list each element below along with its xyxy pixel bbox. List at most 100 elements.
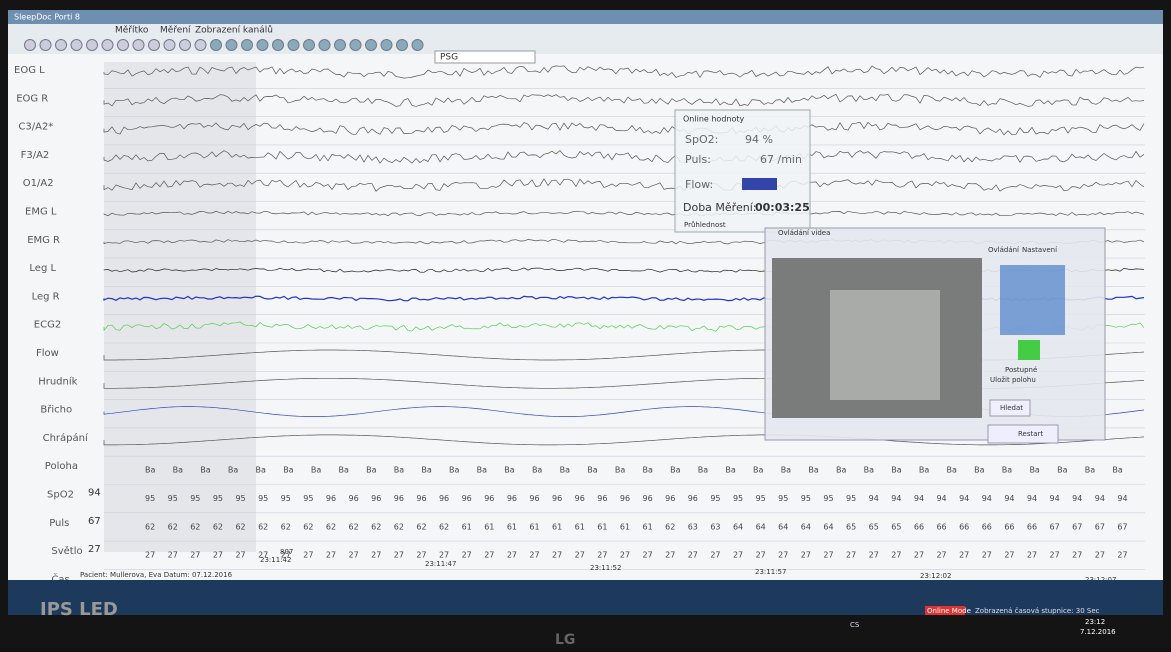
row-value: 63: [710, 522, 720, 531]
row-value: 62: [416, 522, 426, 531]
ptz-arrows[interactable]: [1000, 265, 1065, 335]
channel-label: Poloha: [45, 461, 78, 472]
channel-label: O1/A2: [23, 178, 54, 189]
value: 67 /min: [760, 153, 802, 166]
tool-button[interactable]: [242, 40, 253, 51]
panel-title: Ovládání videa: [778, 229, 830, 237]
row-value: 27: [959, 551, 969, 560]
time-mark: 23:11:52: [590, 564, 621, 572]
row-value: 96: [439, 494, 449, 503]
row-value: 61: [597, 522, 607, 531]
tool-button[interactable]: [304, 40, 315, 51]
row-value: 62: [303, 522, 313, 531]
row-value: 27: [869, 551, 879, 560]
tool-button[interactable]: [381, 40, 392, 51]
current-value: 94: [88, 488, 101, 499]
tool-button[interactable]: [133, 40, 144, 51]
tool-button[interactable]: [319, 40, 330, 51]
row-value: 62: [145, 522, 155, 531]
checkbox[interactable]: Postupné: [1005, 366, 1037, 374]
row-value: 95: [778, 494, 788, 503]
row-value: 66: [982, 522, 992, 531]
channel-label: Leg R: [32, 291, 60, 302]
menu[interactable]: Měřítko: [115, 26, 149, 36]
tool-button[interactable]: [118, 40, 129, 51]
row-value: 62: [665, 522, 675, 531]
tool-button[interactable]: [397, 40, 408, 51]
online-panel: Online hodnoty SpO2: 94 % Puls: 67 /min …: [675, 110, 810, 232]
row-value: Ba: [449, 466, 459, 475]
tab[interactable]: Ovládání: [988, 246, 1020, 254]
channel-label: SpO2: [47, 490, 74, 501]
row-value: 96: [529, 494, 539, 503]
tool-button[interactable]: [335, 40, 346, 51]
window-title: SleepDoc Porti 8: [14, 13, 80, 22]
row-value: Ba: [1085, 466, 1095, 475]
row-value: Ba: [1002, 466, 1012, 475]
row-value: 27: [846, 551, 856, 560]
channel-label: F3/A2: [21, 150, 50, 161]
row-value: 96: [643, 494, 653, 503]
row-value: 61: [552, 522, 562, 531]
checkbox[interactable]: Průhlednost: [684, 221, 726, 229]
tool-button[interactable]: [350, 40, 361, 51]
tool-button[interactable]: [288, 40, 299, 51]
row-value: Ba: [1057, 466, 1067, 475]
tool-button[interactable]: [164, 40, 175, 51]
row-value: Ba: [366, 466, 376, 475]
tool-button[interactable]: [40, 40, 51, 51]
menu[interactable]: Zobrazení kanálů: [195, 25, 273, 36]
row-value: Ba: [200, 466, 210, 475]
row-value: 95: [213, 494, 223, 503]
tool-button[interactable]: [56, 40, 67, 51]
row-value: 96: [597, 494, 607, 503]
channel-label: EOG L: [14, 65, 45, 76]
row-value: Ba: [974, 466, 984, 475]
tool-button[interactable]: [366, 40, 377, 51]
tool-button[interactable]: [102, 40, 113, 51]
tool-button[interactable]: [226, 40, 237, 51]
video-content: [830, 290, 940, 400]
row-value: 62: [394, 522, 404, 531]
row-value: 27: [1072, 551, 1082, 560]
row-value: 65: [869, 522, 879, 531]
brand: IPS LED: [40, 599, 118, 620]
row-value: 27: [529, 551, 539, 560]
channel-label: Flow: [36, 348, 59, 359]
epoch: 807: [280, 548, 293, 556]
row-value: 94: [1004, 494, 1014, 503]
tool-button[interactable]: [273, 40, 284, 51]
tool-button[interactable]: [180, 40, 191, 51]
row-value: 27: [394, 551, 404, 560]
row-value: Ba: [311, 466, 321, 475]
row-value: Ba: [864, 466, 874, 475]
tool-button[interactable]: [71, 40, 82, 51]
channel-label: EOG R: [16, 93, 48, 104]
row-value: 27: [756, 551, 766, 560]
row-value: 27: [710, 551, 720, 560]
row-value: 27: [575, 551, 585, 560]
row-value: 62: [213, 522, 223, 531]
row-value: 95: [710, 494, 720, 503]
tool-button[interactable]: [257, 40, 268, 51]
tool-button[interactable]: [211, 40, 222, 51]
channel-label: Světlo: [51, 545, 82, 557]
row-value: Ba: [615, 466, 625, 475]
tool-button[interactable]: [195, 40, 206, 51]
row-value: 27: [326, 551, 336, 560]
row-value: Ba: [256, 466, 266, 475]
row-value: 66: [936, 522, 946, 531]
menu[interactable]: Měření: [160, 26, 191, 36]
stop-button[interactable]: [1018, 340, 1040, 360]
row-value: 64: [823, 522, 833, 531]
row-value: Ba: [725, 466, 735, 475]
tool-button[interactable]: [87, 40, 98, 51]
tool-button[interactable]: [149, 40, 160, 51]
tool-button[interactable]: [412, 40, 423, 51]
tab[interactable]: Nastavení: [1022, 246, 1058, 254]
row-value: 61: [643, 522, 653, 531]
row-value: 96: [416, 494, 426, 503]
value: 94 %: [745, 133, 773, 146]
tool-button[interactable]: [25, 40, 36, 51]
row-value: Ba: [891, 466, 901, 475]
